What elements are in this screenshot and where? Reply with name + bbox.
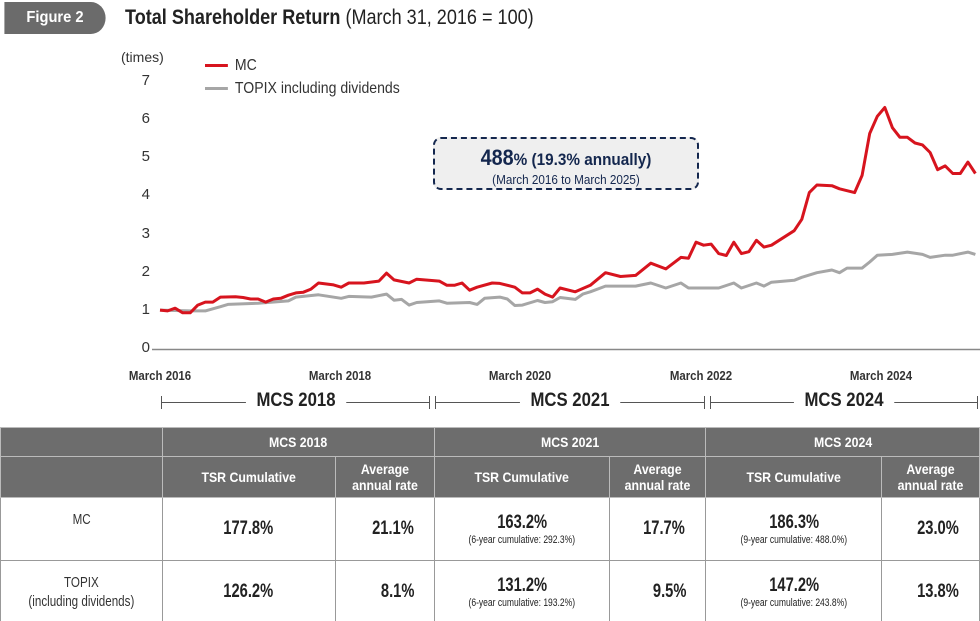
header-mcs2021: MCS 2021 [433, 427, 707, 457]
x-tick-label: March 2022 [669, 368, 732, 383]
y-tick-label: 3 [141, 224, 150, 242]
table-cell: 13.8% [881, 560, 980, 621]
period-mcs2024: MCS 2024 [710, 390, 978, 412]
table-row: TOPIX (including dividends) 126.2% 8.1% 131.… [0, 560, 980, 621]
legend-label: TOPIX including dividends [234, 80, 400, 97]
legend-item-mc: MC [205, 57, 257, 75]
annotation-rate: % (19.3% annually) [513, 150, 652, 169]
y-tick-label: 5 [141, 148, 150, 166]
table-cell: 163.2% (6-year cumulative: 292.3%) [433, 497, 611, 561]
table-cell: 17.7% [609, 497, 707, 561]
table-cell: 126.2% [161, 560, 336, 621]
period-mcs2021: MCS 2021 [435, 390, 705, 412]
table-cell: 21.1% [334, 497, 435, 561]
header-avg: Average annual rate [334, 456, 435, 498]
y-tick-label: 7 [141, 71, 150, 89]
series-line-topix [159, 250, 976, 313]
series-line-mc [159, 106, 977, 315]
legend-swatch-topix [205, 87, 228, 91]
x-tick-label: March 2016 [128, 368, 192, 383]
period-label: MCS 2024 [793, 390, 895, 412]
header-tsr: TSR Cumulative [161, 456, 336, 498]
row-label: MC [0, 497, 163, 561]
chart-title: Total Shareholder Return (March 31, 2016… [125, 6, 534, 30]
y-tick-label: 1 [141, 300, 150, 318]
table-cell: 147.2% (9-year cumulative: 243.8%) [705, 560, 882, 621]
x-tick-label: March 2020 [489, 368, 552, 383]
header-blank [0, 427, 163, 457]
table-cell: 131.2% (6-year cumulative: 193.2%) [433, 560, 611, 621]
y-tick-label: 2 [141, 262, 150, 280]
annotation-period: (March 2016 to March 2025) [492, 172, 640, 187]
tsr-annotation-box: 488% (19.3% annually) (March 2016 to Mar… [433, 137, 699, 190]
header-tsr: TSR Cumulative [433, 456, 611, 498]
x-tick-label: March 2024 [849, 368, 912, 383]
period-label: MCS 2018 [245, 390, 346, 412]
legend-item-topix: TOPIX including dividends [205, 80, 400, 98]
table-cell: 23.0% [881, 497, 980, 561]
legend-swatch-mc [205, 64, 228, 68]
header-mcs2024: MCS 2024 [705, 427, 980, 457]
table-header-row: MCS 2018 MCS 2021 MCS 2024 [0, 427, 980, 457]
table-subheader-row: TSR Cumulative Average annual rate TSR C… [0, 456, 980, 498]
header-avg: Average annual rate [609, 456, 707, 498]
title-main: Total Shareholder Return [125, 6, 341, 29]
table-row: MC 177.8% 21.1% 163.2% (6-year cumulative: 2… [0, 497, 980, 561]
table-cell: 9.5% [609, 560, 707, 621]
annotation-value: 488 [480, 145, 514, 170]
x-tick-label: March 2018 [309, 368, 372, 383]
y-tick-label: 0 [141, 339, 150, 356]
header-tsr: TSR Cumulative [705, 456, 882, 498]
plot-area [152, 106, 980, 351]
y-tick-label: 6 [141, 110, 150, 128]
period-label: MCS 2021 [519, 390, 621, 412]
y-tick-label: 4 [141, 186, 150, 204]
period-mcs2018: MCS 2018 [161, 390, 430, 412]
table-cell: 177.8% [161, 497, 336, 561]
header-mcs2018: MCS 2018 [161, 427, 435, 457]
title-subtitle: (March 31, 2016 = 100) [345, 6, 534, 29]
legend-label: MC [234, 57, 257, 74]
y-axis-unit: (times) [121, 49, 164, 65]
header-avg: Average annual rate [881, 456, 980, 498]
table-cell: 8.1% [334, 560, 435, 621]
tsr-table: MCS 2018 MCS 2021 MCS 2024 TSR Cumulativ… [0, 427, 980, 621]
figure-badge: Figure 2 [4, 2, 106, 34]
header-blank [0, 456, 163, 498]
row-label: TOPIX (including dividends) [0, 560, 163, 621]
table-cell: 186.3% (9-year cumulative: 488.0%) [705, 497, 882, 561]
